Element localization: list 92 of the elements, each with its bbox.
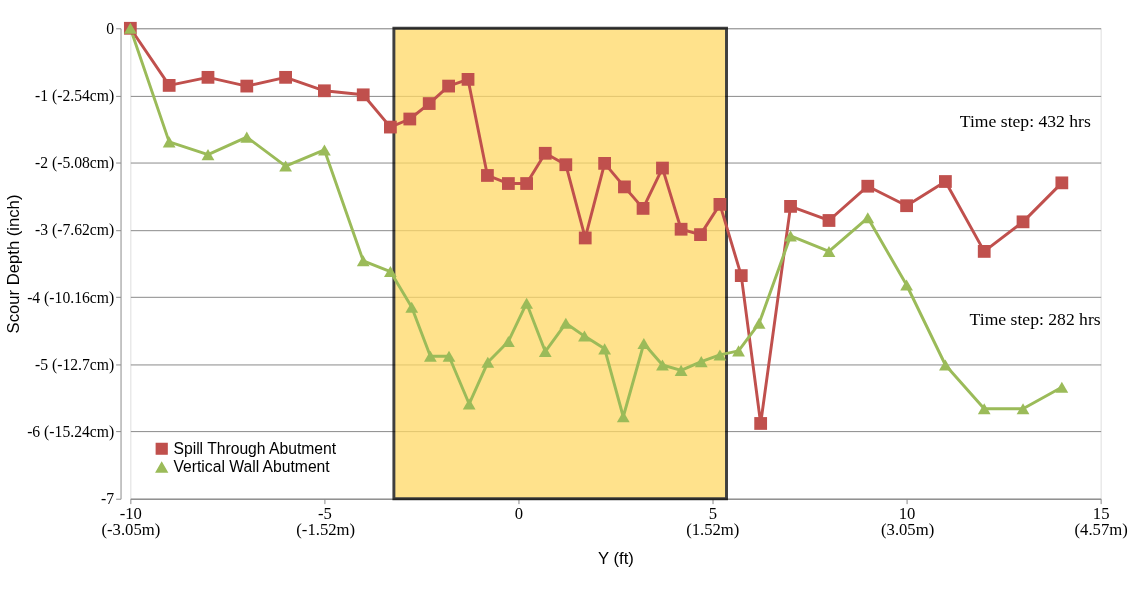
point [637,337,651,350]
y-tick-label: -1 (-2.54cm) [34,86,115,105]
point [462,398,476,410]
point [384,266,397,278]
x-tick-label: 0 [514,503,524,523]
point [598,343,612,355]
point [501,177,515,190]
point [442,79,455,93]
x-tick-label: 15 [1092,503,1110,523]
point [939,359,952,371]
point [1016,403,1030,415]
point [861,179,875,193]
point [356,255,370,267]
point [578,231,592,245]
x-tick-label: -10 [119,503,142,523]
x2-tick-label: (-1.52m) [296,520,356,540]
point [481,169,494,182]
point [861,212,875,224]
point [674,364,688,376]
point [240,131,254,143]
point [1055,176,1069,190]
legend-label: Vertical Wall Abutment [173,458,331,476]
y-tick-label: -2 (-5.08cm) [34,154,115,173]
point [520,177,534,190]
point [461,72,475,86]
y-tick-label: -7 [101,490,115,508]
point [162,136,176,148]
x-tick-label: -5 [317,503,332,523]
point [384,120,397,134]
point [734,269,748,282]
point [240,79,254,93]
y-tick-label: -3 (-7.62cm) [34,221,115,240]
point [423,350,437,362]
point [784,230,797,242]
point [422,97,436,110]
point [201,70,215,84]
point [694,228,707,241]
point [538,346,552,358]
point [694,356,708,368]
point [520,297,534,309]
point [977,245,991,258]
point [977,403,991,415]
point [442,350,456,362]
point [713,349,727,361]
point [900,279,913,291]
point [578,330,591,342]
point [403,112,417,126]
point [636,202,650,215]
point [656,359,669,371]
point [674,222,688,236]
point [162,79,176,92]
point [559,317,573,329]
y-tick-label: -4 (-10.16cm) [27,288,115,307]
point [656,161,669,175]
point [481,356,495,368]
point [356,88,370,102]
point [618,180,631,194]
point [752,317,766,329]
point [279,160,292,172]
y-tick-label: 0 [106,19,115,37]
y-axis-title: Scour Depth (inch) [4,194,24,334]
y-tick-label: -5 (-12.7cm) [34,355,115,374]
point [318,84,331,98]
point [754,417,768,430]
annotation: Time step: 282 hrs [969,308,1101,329]
legend-label: Spill Through Abutment [173,439,337,457]
point [598,156,612,170]
point [713,197,727,211]
point [822,214,836,227]
x-tick-label: 10 [898,503,916,523]
x-tick-label: 5 [708,503,718,523]
point [900,199,913,213]
annotation: Time step: 432 hrs [959,111,1091,132]
point [822,245,836,257]
point [559,158,573,172]
point [279,70,292,84]
y-tick-label: -6 (-15.24cm) [27,422,115,441]
point [1016,215,1030,229]
point [538,146,552,160]
point [1055,381,1069,393]
x-axis-title: Y (ft) [598,548,634,568]
point [201,149,215,161]
x2-tick-label: (-3.05m) [101,520,161,540]
x2-tick-label: (1.52m) [686,520,740,540]
point [318,144,331,156]
x2-tick-label: (4.57m) [1074,520,1128,540]
point [501,335,515,347]
x2-tick-label: (3.05m) [880,520,935,540]
point [939,175,952,188]
point [405,301,419,313]
point [784,199,797,213]
point [732,345,745,357]
